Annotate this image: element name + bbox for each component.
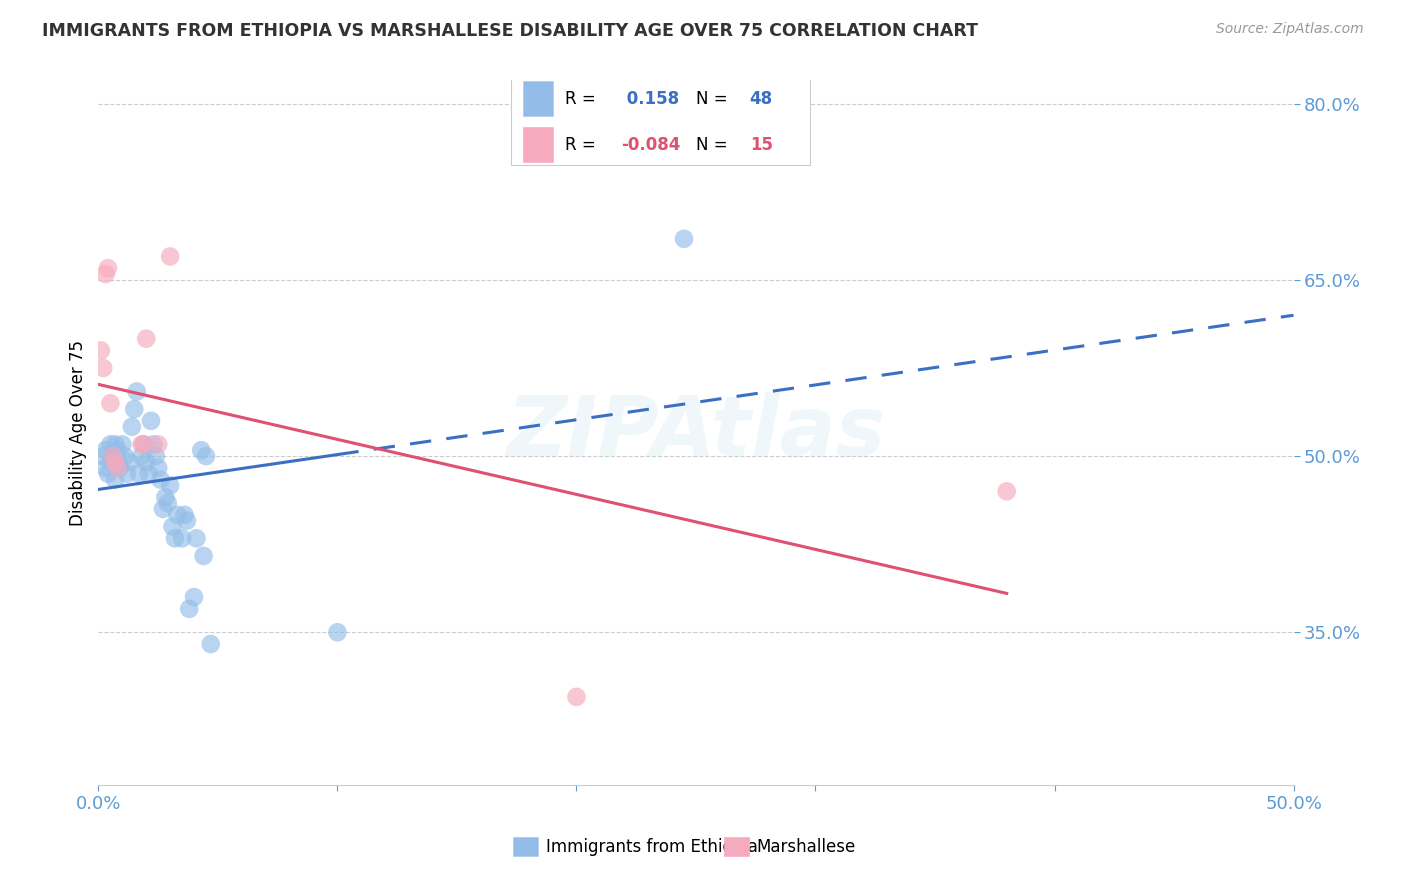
Point — [131, 437, 153, 451]
Point — [186, 531, 208, 545]
Point — [131, 449, 153, 463]
Text: Source: ZipAtlas.com: Source: ZipAtlas.com — [1216, 22, 1364, 37]
Point — [159, 249, 181, 263]
Point — [326, 625, 349, 640]
Point — [91, 361, 114, 376]
Point — [91, 449, 114, 463]
Point — [155, 490, 177, 504]
Point — [115, 467, 138, 481]
Point — [121, 419, 143, 434]
Point — [101, 449, 124, 463]
Point — [183, 590, 205, 604]
Point — [172, 531, 194, 545]
Point — [200, 637, 222, 651]
Point — [104, 455, 127, 469]
Text: IMMIGRANTS FROM ETHIOPIA VS MARSHALLESE DISABILITY AGE OVER 75 CORRELATION CHART: IMMIGRANTS FROM ETHIOPIA VS MARSHALLESE … — [42, 22, 979, 40]
Bar — [523, 128, 553, 162]
Point — [159, 478, 181, 492]
Text: R =: R = — [565, 136, 600, 153]
Point — [132, 437, 155, 451]
Point — [97, 467, 120, 481]
Point — [132, 437, 155, 451]
Point — [176, 514, 198, 528]
Point — [94, 460, 117, 475]
Point — [162, 519, 184, 533]
Text: Immigrants from Ethiopia: Immigrants from Ethiopia — [546, 838, 758, 855]
Point — [135, 332, 157, 346]
Point — [152, 502, 174, 516]
Text: R =: R = — [565, 90, 600, 108]
Point — [128, 467, 150, 481]
Point — [163, 531, 186, 545]
Point — [94, 267, 117, 281]
Text: ZIPAtlas: ZIPAtlas — [506, 392, 886, 473]
Point — [142, 437, 165, 451]
Point — [98, 455, 122, 469]
Text: -0.084: -0.084 — [621, 136, 681, 153]
Text: Marshallese: Marshallese — [756, 838, 856, 855]
Text: N =: N = — [696, 90, 733, 108]
Point — [125, 384, 148, 399]
Point — [149, 473, 172, 487]
Point — [98, 396, 122, 410]
Point — [107, 443, 129, 458]
Point — [145, 449, 167, 463]
Point — [107, 455, 129, 469]
Bar — [523, 81, 553, 116]
Point — [995, 484, 1018, 499]
Point — [124, 402, 146, 417]
Point — [108, 460, 131, 475]
Y-axis label: Disability Age Over 75: Disability Age Over 75 — [69, 340, 87, 525]
Point — [179, 601, 201, 615]
Point — [139, 414, 162, 428]
Point — [94, 443, 117, 458]
Point — [138, 467, 160, 481]
Point — [114, 449, 136, 463]
Point — [173, 508, 195, 522]
Point — [107, 460, 129, 475]
Point — [98, 437, 122, 451]
Point — [190, 443, 212, 458]
Point — [104, 437, 127, 451]
Point — [156, 496, 179, 510]
Point — [195, 449, 218, 463]
Point — [673, 232, 696, 246]
Point — [193, 549, 215, 563]
Point — [97, 261, 120, 276]
Point — [148, 460, 170, 475]
FancyBboxPatch shape — [510, 73, 810, 165]
Point — [148, 437, 170, 451]
Point — [118, 455, 141, 469]
Text: N =: N = — [696, 136, 733, 153]
Point — [90, 343, 112, 358]
Point — [135, 455, 157, 469]
Point — [111, 437, 134, 451]
Point — [104, 473, 127, 487]
Text: 48: 48 — [749, 90, 773, 108]
Text: 15: 15 — [749, 136, 773, 153]
Point — [565, 690, 588, 704]
Point — [166, 508, 188, 522]
Point — [101, 449, 124, 463]
Text: 0.158: 0.158 — [621, 90, 679, 108]
